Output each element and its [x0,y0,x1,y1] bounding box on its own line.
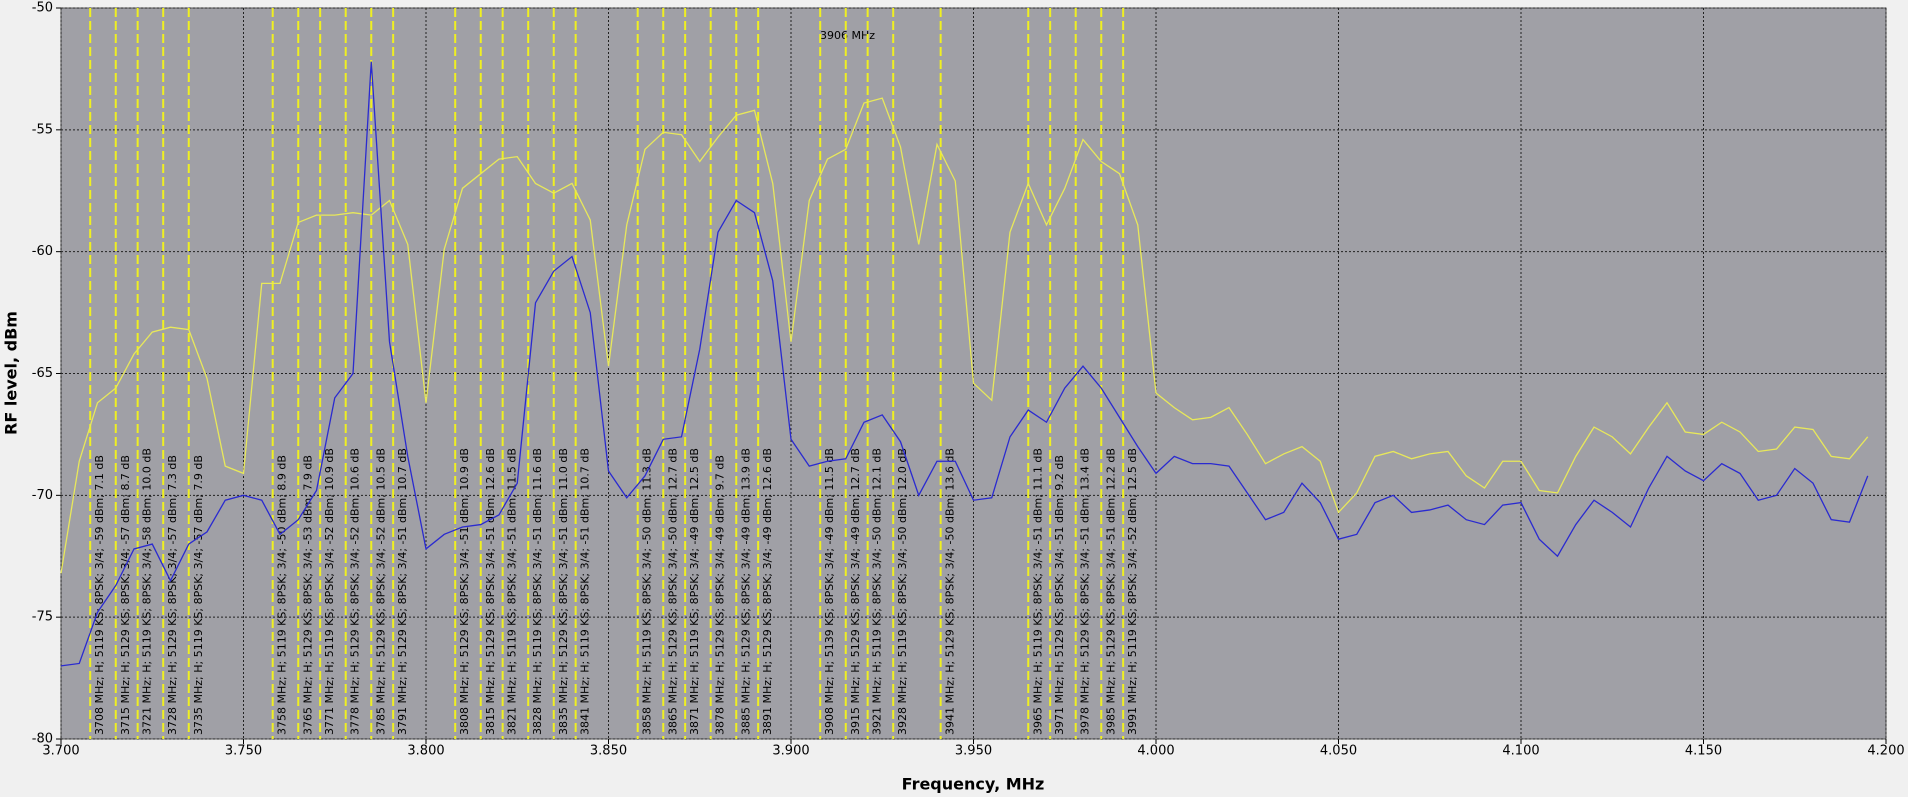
marker-label: 3708 MHz; H; 5119 KS; 8PSK; 3/4; -59 dBm… [93,455,106,735]
marker-label: 3878 MHz; H; 5129 KS; 8PSK; 3/4; -49 dBm… [714,455,727,735]
marker-label: 3715 MHz; H; 5129 KS; 8PSK; 3/4; -57 dBm… [119,455,132,735]
x-tick-label: 3.800 [407,744,444,759]
marker-label: 3785 MHz; H; 5129 KS; 8PSK; 3/4; -52 dBm… [374,448,387,735]
x-axis-title: Frequency, MHz [902,775,1045,794]
marker-label: 3871 MHz; H; 5119 KS; 8PSK; 3/4; -49 dBm… [688,448,701,735]
y-tick-label: -65 [32,366,53,381]
y-tick-label: -55 [32,122,53,137]
y-tick-label: -70 [32,488,53,503]
marker-label: 3728 MHz; H; 5129 KS; 8PSK; 3/4; -57 dBm… [166,455,179,735]
marker-label: 3965 MHz; H; 5119 KS; 8PSK; 3/4; -51 dBm… [1031,448,1044,735]
x-tick-label: 3.850 [590,744,627,759]
annotation: 3906 MHz [820,29,875,42]
x-tick-label: 4.000 [1137,744,1174,759]
y-tick-label: -75 [32,610,53,625]
marker-label: 3921 MHz; H; 5119 KS; 8PSK; 3/4; -50 dBm… [871,448,884,735]
marker-label: 3985 MHz; H; 5129 KS; 8PSK; 3/4; -51 dBm… [1104,448,1117,735]
marker-label: 3735 MHz; H; 5119 KS; 8PSK; 3/4; -57 dBm… [192,455,205,735]
marker-label: 3991 MHz; H; 5119 KS; 8PSK; 3/4; -52 dBm… [1126,448,1139,735]
marker-label: 3915 MHz; H; 5129 KS; 8PSK; 3/4; -49 dBm… [849,448,862,735]
marker-label: 3821 MHz; H; 5119 KS; 8PSK; 3/4; -51 dBm… [506,448,519,735]
y-tick-label: -80 [32,732,53,747]
marker-label: 3885 MHz; H; 5129 KS; 8PSK; 3/4; -49 dBm… [739,448,752,735]
marker-label: 3858 MHz; H; 5119 KS; 8PSK; 3/4; -50 dBm… [641,448,654,735]
marker-label: 3891 MHz; H; 5129 KS; 8PSK; 3/4; -49 dBm… [761,448,774,735]
x-tick-label: 4.100 [1502,744,1539,759]
series-line [60,61,1869,667]
x-tick-label: 3.950 [955,744,992,759]
marker-label: 3828 MHz; H; 5119 KS; 8PSK; 3/4; -51 dBm… [531,448,544,735]
marker-label: 3791 MHz; H; 5129 KS; 8PSK; 3/4; -51 dBm… [396,448,409,735]
marker-label: 3841 MHz; H; 5119 KS; 8PSK; 3/4; -51 dBm… [579,448,592,735]
x-tick-label: 4.150 [1685,744,1722,759]
marker-label: 3721 MHz; H; 5119 KS; 8PSK; 3/4; -58 dBm… [141,448,154,735]
marker-label: 3835 MHz; H; 5129 KS; 8PSK; 3/4; -51 dBm… [557,448,570,735]
x-tick-label: 3.700 [42,744,79,759]
x-tick-label: 3.900 [772,744,809,759]
marker-label: 3928 MHz; H; 5119 KS; 8PSK; 3/4; -50 dBm… [896,448,909,735]
x-tick-label: 3.750 [225,744,262,759]
marker-label: 3971 MHz; H; 5129 KS; 8PSK; 3/4; -51 dBm… [1053,455,1066,735]
marker-label: 3941 MHz; H; 5129 KS; 8PSK; 3/4; -50 dBm… [944,448,957,735]
marker-label: 3908 MHz; H; 5139 KS; 8PSK; 3/4; -49 dBm… [823,448,836,735]
marker-label: 3808 MHz; H; 5129 KS; 8PSK; 3/4; -51 dBm… [458,448,471,735]
marker-label: 3758 MHz; H; 5119 KS; 8PSK; 3/4; -50 dBm… [276,455,289,735]
marker-label: 3765 MHz; H; 5129 KS; 8PSK; 3/4; -53 dBm… [301,455,314,735]
marker-label: 3771 MHz; H; 5119 KS; 8PSK; 3/4; -52 dBm… [323,448,336,735]
x-tick-label: 4.050 [1320,744,1357,759]
y-tick-label: -50 [32,1,53,16]
marker-label: 3815 MHz; H; 5129 KS; 8PSK; 3/4; -51 dBm… [484,448,497,735]
marker-label: 3865 MHz; H; 5129 KS; 8PSK; 3/4; -50 dBm… [666,448,679,735]
y-axis-title: RF level, dBm [2,311,21,435]
y-tick-label: -60 [32,244,53,259]
marker-label: 3778 MHz; H; 5129 KS; 8PSK; 3/4; -52 dBm… [349,448,362,735]
marker-label: 3978 MHz; H; 5129 KS; 8PSK; 3/4; -51 dBm… [1079,448,1092,735]
x-tick-label: 4.200 [1867,744,1904,759]
